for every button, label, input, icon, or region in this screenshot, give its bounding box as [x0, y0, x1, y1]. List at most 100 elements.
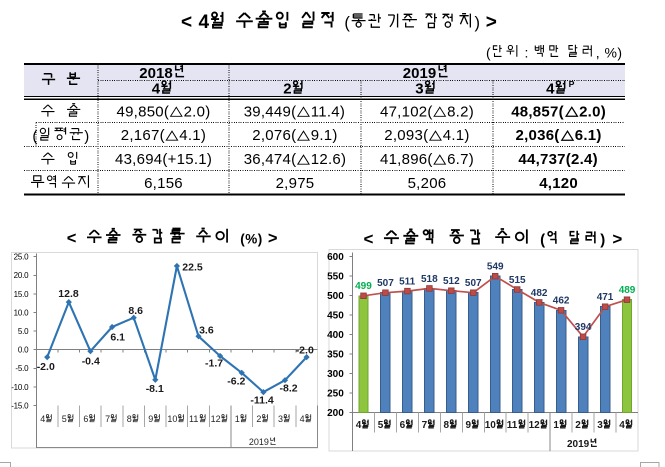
svg-text:6.1): 6.1) [575, 127, 602, 144]
svg-text:44,737(2.4): 44,737(2.4) [518, 151, 597, 168]
svg-text:2.0): 2.0) [579, 103, 606, 120]
svg-text:8.6: 8.6 [128, 305, 143, 317]
svg-text:(: ( [540, 231, 546, 248]
svg-text:P: P [569, 79, 575, 89]
svg-text:4: 4 [356, 420, 362, 431]
svg-text:): ) [600, 231, 606, 248]
svg-text:2019: 2019 [567, 439, 590, 450]
svg-text:43,694(+15.1): 43,694(+15.1) [115, 151, 212, 168]
svg-text:2.0): 2.0) [184, 103, 211, 120]
svg-text:507: 507 [377, 278, 394, 289]
svg-text::: : [525, 44, 529, 60]
svg-text:-2.0: -2.0 [37, 361, 55, 373]
svg-text:-8.1: -8.1 [146, 383, 164, 395]
svg-text:4: 4 [152, 80, 161, 97]
svg-text:11: 11 [189, 414, 198, 424]
svg-text:11: 11 [507, 420, 518, 431]
svg-text:515: 515 [509, 275, 526, 286]
svg-text:7: 7 [105, 414, 110, 424]
svg-text:511: 511 [399, 277, 416, 288]
svg-text:8: 8 [127, 414, 132, 424]
svg-text:394: 394 [575, 322, 592, 333]
svg-text:3: 3 [597, 420, 603, 431]
svg-text:41,896(: 41,896( [380, 151, 433, 168]
svg-text:250: 250 [327, 389, 344, 400]
svg-text:6: 6 [83, 414, 88, 424]
svg-text:-2.0: -2.0 [296, 345, 314, 357]
svg-text:549: 549 [487, 262, 504, 273]
svg-text:7: 7 [422, 420, 428, 431]
svg-text:2,975: 2,975 [276, 175, 315, 192]
svg-text:20.0: 20.0 [14, 271, 30, 280]
svg-text:5: 5 [62, 414, 67, 424]
svg-text:8: 8 [444, 420, 450, 431]
svg-text:10.0: 10.0 [14, 308, 30, 317]
svg-text:2: 2 [256, 414, 261, 424]
svg-text:15.0: 15.0 [14, 290, 30, 299]
svg-text:5.0: 5.0 [18, 327, 29, 336]
svg-text:2018: 2018 [139, 65, 172, 82]
svg-text:9.1): 9.1) [311, 127, 338, 144]
svg-text:2019: 2019 [249, 437, 269, 447]
svg-text:(%): (%) [240, 231, 262, 246]
svg-text:4,120: 4,120 [539, 175, 578, 192]
svg-text:12.8: 12.8 [58, 288, 79, 300]
svg-text:2,093(: 2,093( [384, 127, 428, 144]
svg-text:5,206: 5,206 [408, 175, 447, 192]
svg-text:5: 5 [378, 420, 384, 431]
svg-text:39,449(: 39,449( [244, 103, 297, 120]
svg-text:600: 600 [327, 252, 344, 263]
svg-text:462: 462 [553, 296, 570, 307]
svg-text:9: 9 [148, 414, 153, 424]
svg-text:12: 12 [529, 420, 541, 431]
svg-text:6: 6 [400, 420, 406, 431]
svg-text:4: 4 [619, 420, 625, 431]
svg-text:512: 512 [443, 276, 460, 287]
svg-text:550: 550 [327, 271, 344, 282]
svg-text:471: 471 [597, 292, 614, 303]
svg-text:(: ( [486, 44, 491, 60]
svg-text:48,857(: 48,857( [511, 103, 564, 120]
svg-text:-6.2: -6.2 [227, 376, 245, 388]
svg-text:25.0: 25.0 [14, 253, 30, 262]
svg-text:22.5: 22.5 [182, 261, 203, 273]
svg-text:<: < [67, 229, 79, 247]
svg-text:-10.0: -10.0 [11, 383, 29, 392]
svg-text:36,474(: 36,474( [244, 151, 297, 168]
svg-text:400: 400 [327, 330, 344, 341]
svg-text:10: 10 [485, 420, 497, 431]
svg-text:(: ( [32, 128, 37, 145]
svg-text:1: 1 [553, 420, 559, 431]
svg-text:1: 1 [235, 414, 240, 424]
svg-text:507: 507 [465, 278, 482, 289]
svg-text:9: 9 [466, 420, 472, 431]
svg-text:3: 3 [415, 80, 423, 97]
svg-text:-1.7: -1.7 [205, 358, 223, 370]
svg-text:12: 12 [211, 414, 221, 424]
svg-text:6,156: 6,156 [144, 175, 183, 192]
svg-text:6.1: 6.1 [110, 332, 125, 344]
svg-text:0.0: 0.0 [18, 346, 29, 355]
svg-text:2: 2 [283, 80, 291, 97]
svg-text:49,850(: 49,850( [117, 103, 170, 120]
svg-text:< 4: < 4 [181, 12, 210, 33]
svg-text:500: 500 [327, 291, 344, 302]
svg-text:4.1): 4.1) [443, 127, 470, 144]
svg-text:-0.4: -0.4 [82, 356, 100, 368]
svg-text:-11.4: -11.4 [250, 395, 274, 407]
svg-text:200: 200 [327, 408, 344, 419]
svg-text:): ) [84, 128, 89, 145]
svg-text:<: < [364, 229, 376, 248]
svg-text:300: 300 [327, 369, 344, 380]
svg-text:12.6): 12.6) [311, 151, 346, 168]
svg-text:518: 518 [421, 274, 438, 285]
svg-text:(: ( [344, 14, 350, 32]
svg-text:2: 2 [575, 420, 581, 431]
svg-text:-8.2: -8.2 [280, 383, 298, 395]
svg-text:-5.0: -5.0 [15, 364, 29, 373]
svg-text:3.6: 3.6 [199, 324, 214, 336]
svg-text:2,167(: 2,167( [121, 127, 165, 144]
svg-text:2,076(: 2,076( [252, 127, 296, 144]
svg-text:10: 10 [167, 414, 177, 424]
svg-text:499: 499 [355, 281, 372, 292]
